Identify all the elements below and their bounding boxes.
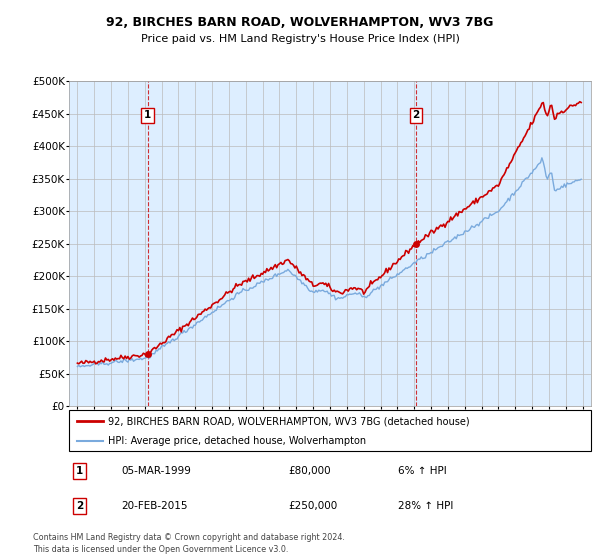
Text: 1: 1 [76,466,83,476]
Text: £80,000: £80,000 [288,466,331,476]
Text: 6% ↑ HPI: 6% ↑ HPI [398,466,446,476]
Text: HPI: Average price, detached house, Wolverhampton: HPI: Average price, detached house, Wolv… [108,436,366,446]
Text: 20-FEB-2015: 20-FEB-2015 [121,501,188,511]
Text: 05-MAR-1999: 05-MAR-1999 [121,466,191,476]
Text: 1: 1 [144,110,151,120]
Text: 92, BIRCHES BARN ROAD, WOLVERHAMPTON, WV3 7BG (detached house): 92, BIRCHES BARN ROAD, WOLVERHAMPTON, WV… [108,417,470,426]
Text: 92, BIRCHES BARN ROAD, WOLVERHAMPTON, WV3 7BG: 92, BIRCHES BARN ROAD, WOLVERHAMPTON, WV… [106,16,494,29]
Text: £250,000: £250,000 [288,501,337,511]
Text: Contains HM Land Registry data © Crown copyright and database right 2024.: Contains HM Land Registry data © Crown c… [33,533,345,542]
Text: Price paid vs. HM Land Registry's House Price Index (HPI): Price paid vs. HM Land Registry's House … [140,34,460,44]
Text: 2: 2 [76,501,83,511]
Text: 2: 2 [413,110,420,120]
Text: 28% ↑ HPI: 28% ↑ HPI [398,501,453,511]
Text: This data is licensed under the Open Government Licence v3.0.: This data is licensed under the Open Gov… [33,545,289,554]
